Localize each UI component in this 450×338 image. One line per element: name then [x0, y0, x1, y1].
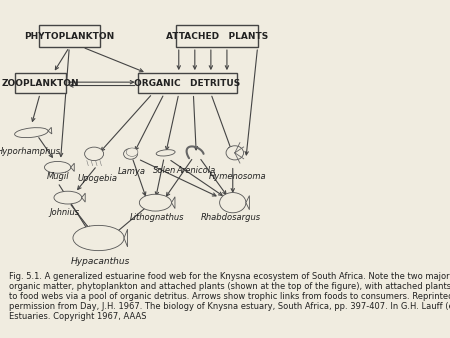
Text: ATTACHED   PLANTS: ATTACHED PLANTS	[166, 31, 268, 41]
Text: permission from Day, J.H. 1967. The biology of Knysna estuary, South Africa, pp.: permission from Day, J.H. 1967. The biol…	[9, 302, 450, 311]
Text: Fig. 5.1. A generalized estuarine food web for the Knysna ecosystem of South Afr: Fig. 5.1. A generalized estuarine food w…	[9, 272, 450, 281]
Polygon shape	[246, 196, 249, 210]
Text: Arenicola: Arenicola	[177, 166, 216, 175]
Text: Mugil: Mugil	[46, 172, 69, 182]
Ellipse shape	[124, 148, 138, 159]
Polygon shape	[82, 193, 85, 202]
Text: Solen: Solen	[153, 166, 176, 175]
Text: Rhabdosargus: Rhabdosargus	[201, 213, 261, 222]
Ellipse shape	[85, 147, 104, 161]
FancyBboxPatch shape	[176, 25, 257, 47]
Text: Hymenosoma: Hymenosoma	[208, 172, 266, 182]
Ellipse shape	[156, 150, 175, 156]
Ellipse shape	[54, 191, 82, 204]
FancyBboxPatch shape	[14, 73, 66, 93]
Text: Upogebia: Upogebia	[77, 174, 117, 183]
Polygon shape	[124, 229, 127, 247]
Text: ZOOPLANKTON: ZOOPLANKTON	[1, 79, 79, 88]
Ellipse shape	[226, 146, 243, 160]
Text: Hyporhamphus: Hyporhamphus	[0, 147, 60, 156]
Ellipse shape	[220, 193, 246, 213]
Polygon shape	[171, 197, 175, 209]
Ellipse shape	[15, 128, 48, 138]
Polygon shape	[71, 163, 74, 171]
Text: ORGANIC   DETRITUS: ORGANIC DETRITUS	[135, 79, 241, 88]
FancyBboxPatch shape	[39, 25, 100, 47]
Ellipse shape	[140, 194, 171, 211]
Text: Hypacanthus: Hypacanthus	[70, 257, 130, 266]
Ellipse shape	[126, 148, 138, 156]
Ellipse shape	[45, 162, 71, 173]
Text: Estuaries. Copyright 1967, AAAS: Estuaries. Copyright 1967, AAAS	[9, 312, 147, 321]
Text: PHYTOPLANKTON: PHYTOPLANKTON	[24, 31, 114, 41]
Polygon shape	[48, 127, 52, 134]
Text: to food webs via a pool of organic detritus. Arrows show trophic links from food: to food webs via a pool of organic detri…	[9, 292, 450, 301]
FancyBboxPatch shape	[138, 73, 237, 93]
Ellipse shape	[73, 225, 124, 251]
Text: Lithognathus: Lithognathus	[130, 213, 184, 222]
Text: organic matter, phytoplankton and attached plants (shown at the top of the figur: organic matter, phytoplankton and attach…	[9, 282, 450, 291]
Text: Lamya: Lamya	[118, 167, 146, 176]
Text: Johnius: Johnius	[50, 208, 80, 217]
